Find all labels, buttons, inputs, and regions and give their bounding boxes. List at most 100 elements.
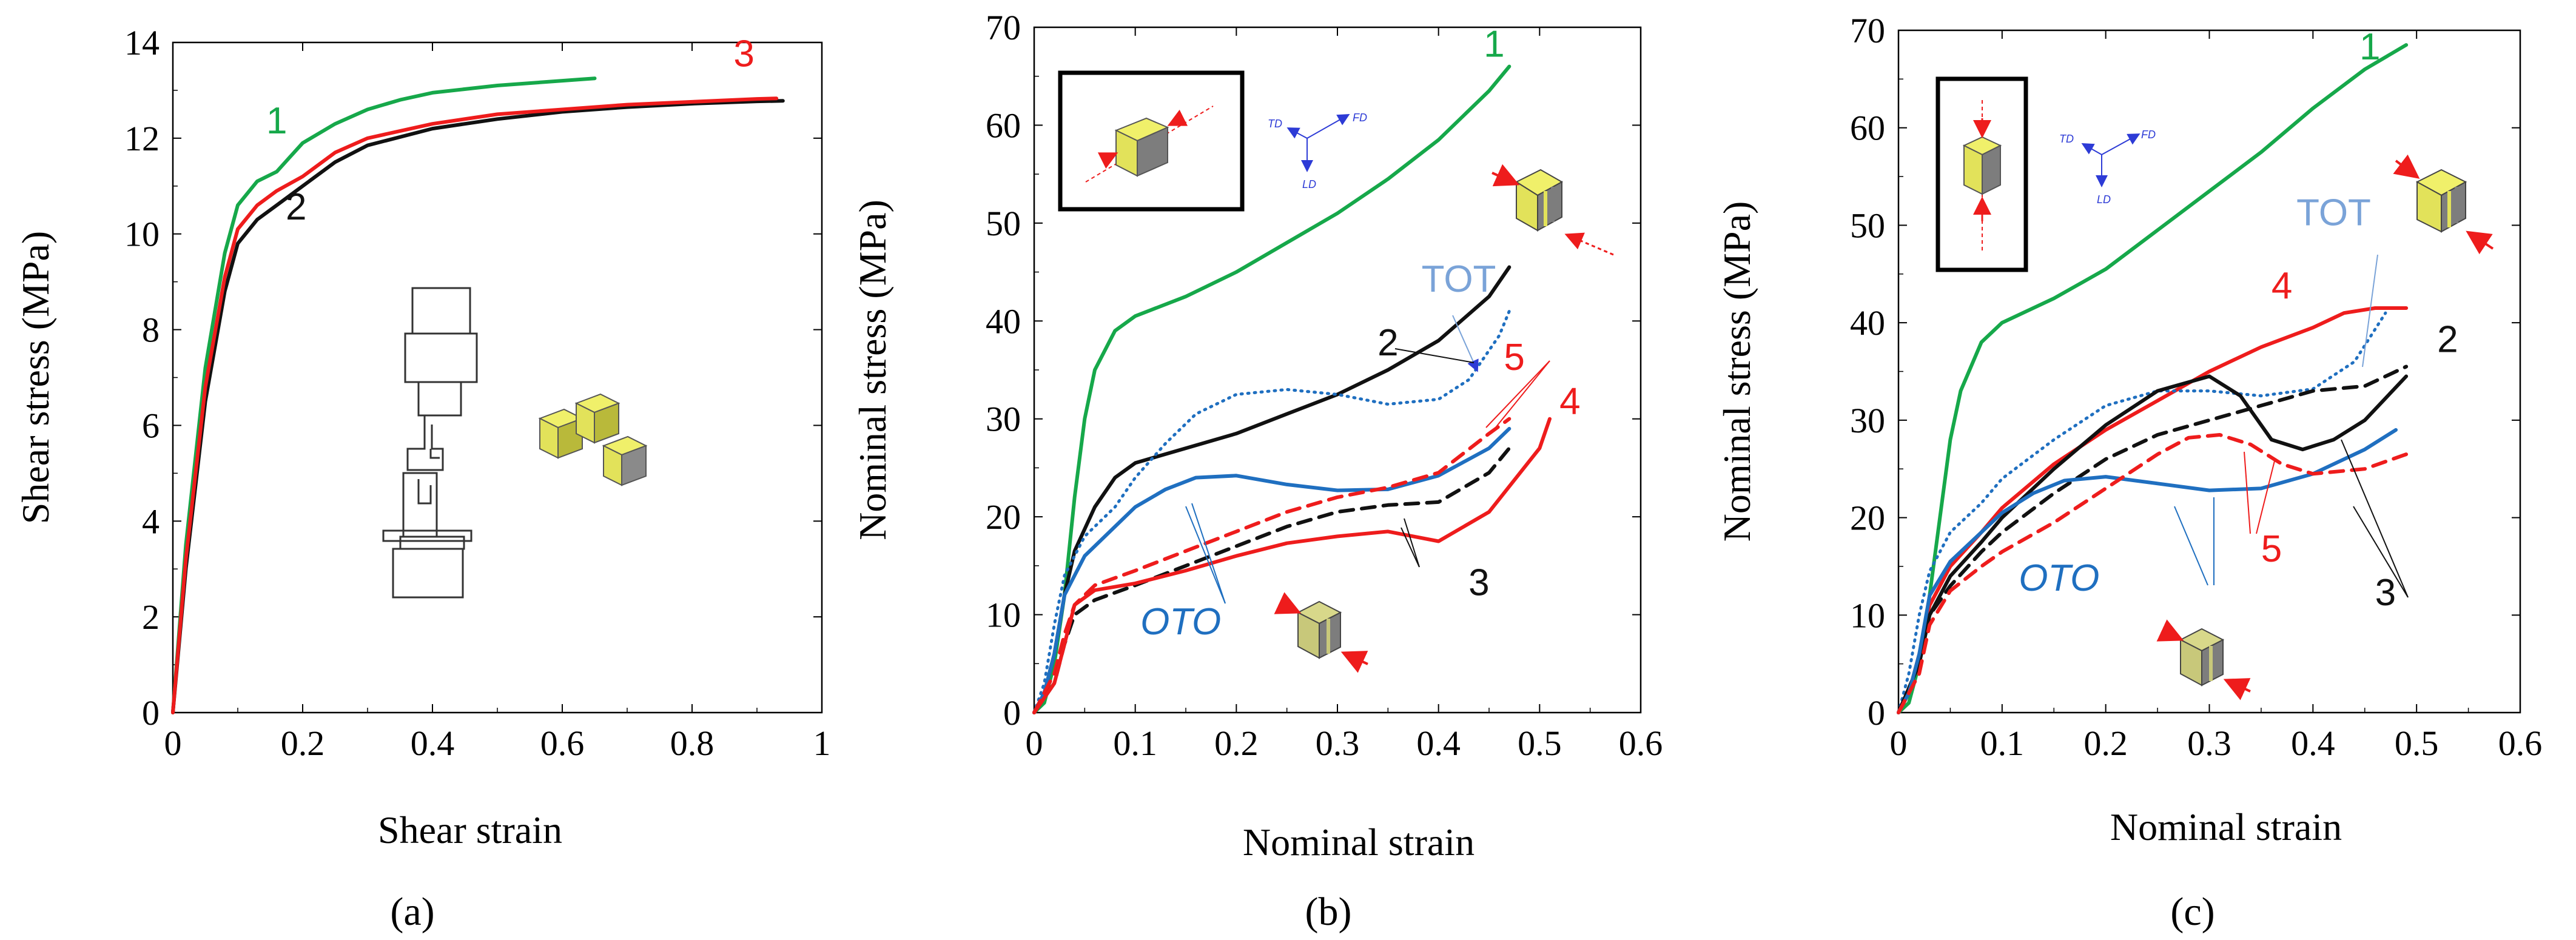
series-line-oto [1897,428,2398,714]
y-tick-label: 14 [124,23,160,62]
inset-box-b [1058,70,1245,212]
x-tick-label: 0.3 [2187,723,2231,763]
y-tick-label: 60 [1850,109,1885,148]
curve-label-4: 4 [1559,381,1580,423]
x-tick-label: 0.5 [1518,723,1562,763]
curve-label-2: 2 [2437,318,2458,360]
triad-label-fd: FD [1353,112,1367,124]
x-axis-label: Nominal strain [2110,805,2342,848]
x-tick-label: 0.3 [1316,723,1360,763]
y-tick-label: 20 [1850,499,1885,538]
panel-b-nominal-chart: 0 0.1 0.2 0.3 0.4 0.5 0.6 0 10 20 30 40 50 60 70 Nomina… [851,8,1663,934]
y-tick-label: 4 [142,502,160,541]
curve-label-3: 3 [1468,562,1489,603]
y-tick-label: 10 [986,596,1021,635]
y-tick-label: 8 [142,311,160,350]
x-tick-label: 0.6 [540,723,585,763]
x-tick-label: 0.6 [1619,723,1663,763]
triad-label-td: TD [1268,118,1282,130]
y-tick-label: 0 [1868,693,1885,733]
y-tick-label: 30 [986,400,1021,439]
x-tick-label: 0.6 [2498,723,2543,763]
y-tick-label: 10 [1850,596,1885,635]
x-tick-label: 0.2 [281,723,325,763]
y-tick-label: 50 [1850,206,1885,245]
series-line-5 [1897,433,2409,714]
y-axis-label: Nominal stress (MPa) [851,200,894,540]
curve-label-2: 2 [286,186,306,228]
y-tick-label: 0 [142,693,160,733]
y-tick-label: 2 [142,597,160,637]
y-tick-label: 60 [986,106,1021,145]
curve-label-5: 5 [1504,337,1524,378]
x-tick-label: 0.4 [1416,723,1461,763]
y-tick-label: 40 [986,301,1021,341]
inset-box-c [1935,76,2028,272]
curve-label-tot: TOT [1422,258,1496,300]
series-line-oto [1032,426,1512,714]
curve-label-tot: TOT [2296,192,2371,233]
curve-label-3: 3 [733,33,754,75]
annotation-arrows-b [1185,315,1550,604]
curve-label-oto: OTO [2019,557,2099,599]
y-tick-label: 40 [1850,303,1885,343]
y-tick-label: 70 [1850,11,1885,50]
tot-cube-icon-b [1491,164,1614,256]
series-line-1 [171,76,597,714]
y-tick-label: 20 [986,497,1021,537]
y-tick-label: 12 [124,119,160,158]
panel-c-nominal-chart: 0 0.1 0.2 0.3 0.4 0.5 0.6 0 10 20 30 40 50 60 70 Nomina… [1715,11,2542,934]
shear-specimen-drawing [382,287,478,599]
axis-triad-c: TD FD LD [2059,129,2156,206]
tot-cube-icon-c [2393,154,2494,255]
oto-cube-icon-c [2156,619,2251,700]
y-tick-label: 6 [142,406,160,445]
annotation-arrows-c [2174,254,2409,598]
oto-cube-icon-b [1274,592,1368,673]
y-tick-label: 30 [1850,401,1885,440]
y-axis-label: Nominal stress (MPa) [1715,201,1758,542]
series-line-4 [1032,417,1552,714]
series-line-tot [1897,311,2387,714]
x-tick-label: 1 [813,723,831,763]
y-tick-label: 10 [124,215,160,254]
x-tick-label: 0.4 [411,723,455,763]
x-axis-label: Nominal strain [1243,821,1475,864]
triad-label-ld: LD [2097,193,2111,206]
triad-label-td: TD [2059,133,2074,145]
curve-label-oto: OTO [1140,601,1221,643]
x-tick-label: 0.1 [1980,723,2025,763]
y-axis-label: Shear stress (MPa) [14,231,57,524]
triad-label-ld: LD [1302,178,1316,190]
triad-label-fd: FD [2141,129,2156,141]
curve-label-5: 5 [2261,528,2282,570]
shear-cube-icon [538,393,648,486]
x-axis-label: Shear strain [378,808,562,851]
y-tick-label: 50 [986,204,1021,243]
x-tick-label: 0.4 [2291,723,2335,763]
curve-label-1: 1 [1484,23,1504,65]
panel-caption: (c) [2170,890,2214,934]
panel-caption: (b) [1305,890,1352,934]
series-line-5 [1032,417,1512,714]
series-line-3 [1032,446,1512,714]
series-line-3 [171,96,779,714]
axis-triad-b: TD FD LD [1268,112,1367,190]
y-tick-label: 0 [1003,693,1021,733]
x-tick-label: 0.5 [2395,723,2439,763]
curve-label-4: 4 [2272,265,2292,307]
series-line-2 [171,99,785,714]
x-tick-label: 0 [1890,723,1908,763]
curve-label-2: 2 [1377,322,1398,364]
curve-label-1: 1 [2359,26,2380,68]
x-tick-label: 0 [164,723,182,763]
panel-caption: (a) [390,890,434,934]
series-line-3 [1897,374,2409,714]
x-tick-label: 0.8 [670,723,715,763]
x-tick-label: 0.1 [1113,723,1157,763]
x-tick-label: 0 [1026,723,1043,763]
curve-label-1: 1 [266,100,287,142]
curve-label-3: 3 [2375,572,2396,614]
